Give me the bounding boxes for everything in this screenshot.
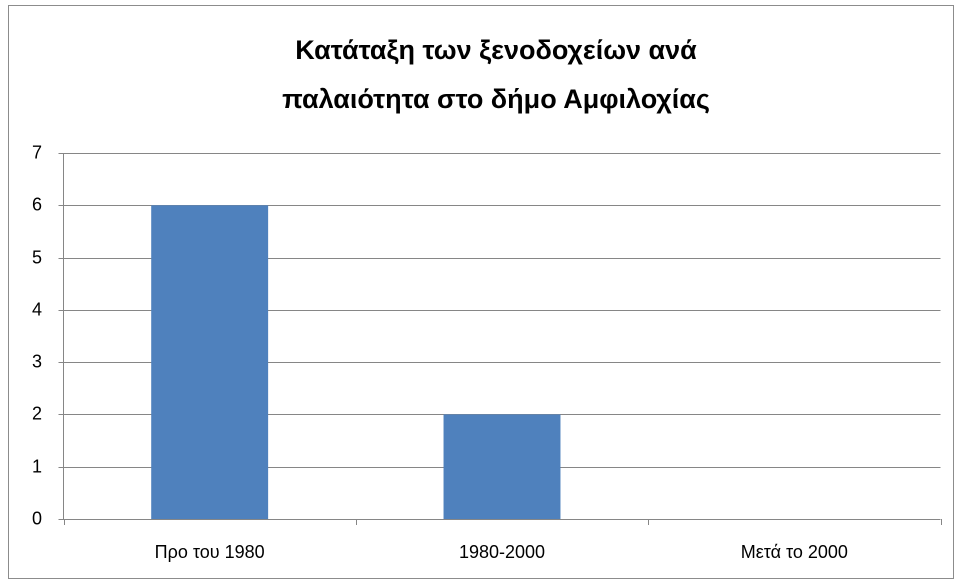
- x-tick-label: 1980-2000: [459, 542, 545, 562]
- bar: [151, 205, 269, 520]
- y-tick-label: 1: [32, 456, 42, 476]
- y-tick-label: 5: [32, 247, 42, 267]
- y-tick-label: 0: [32, 508, 42, 528]
- y-tick-label: 3: [32, 351, 42, 371]
- chart-title: παλαιότητα στο δήμο Αμφιλοχίας: [282, 84, 710, 114]
- chart-title: Κατάταξη των ξενοδοχείων ανά: [295, 35, 697, 65]
- y-tick-label: 4: [32, 299, 42, 319]
- x-tick-label: Προ του 1980: [155, 542, 265, 562]
- y-tick-label: 2: [32, 403, 42, 423]
- y-tick-label: 7: [32, 142, 42, 162]
- bar: [443, 414, 561, 519]
- y-tick-label: 6: [32, 194, 42, 214]
- x-tick-label: Μετά το 2000: [741, 542, 848, 562]
